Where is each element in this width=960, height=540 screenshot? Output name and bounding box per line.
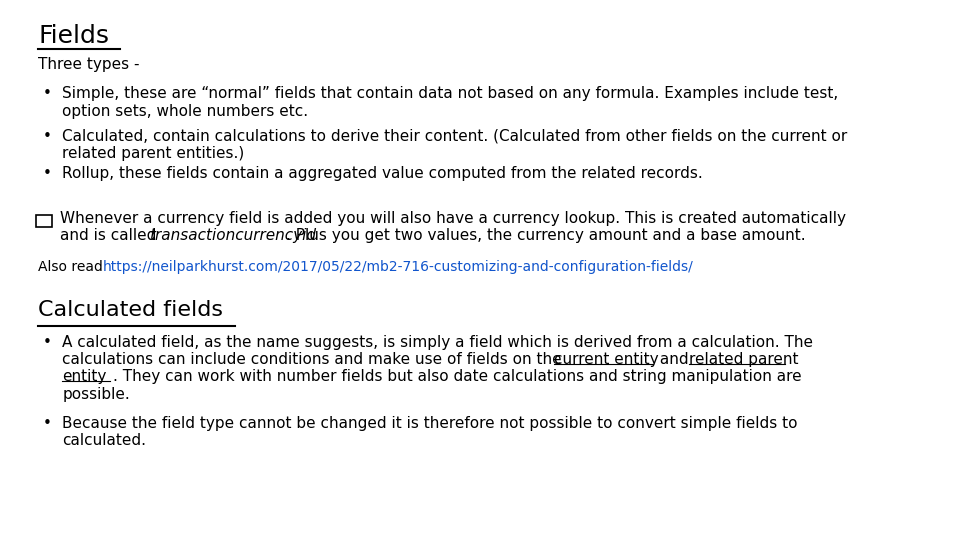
Text: entity: entity: [62, 369, 107, 384]
Text: •: •: [43, 129, 52, 144]
Text: Simple, these are “normal” fields that contain data not based on any formula. Ex: Simple, these are “normal” fields that c…: [62, 86, 839, 119]
Text: and is called: and is called: [60, 228, 160, 243]
Text: A calculated field, as the name suggests, is simply a field which is derived fro: A calculated field, as the name suggests…: [62, 335, 813, 350]
Text: Because the field type cannot be changed it is therefore not possible to convert: Because the field type cannot be changed…: [62, 416, 798, 448]
Text: transactioncurrencyid: transactioncurrencyid: [149, 228, 316, 243]
Text: calculations can include conditions and make use of fields on the: calculations can include conditions and …: [62, 352, 567, 367]
Text: current entity: current entity: [554, 352, 659, 367]
Text: possible.: possible.: [62, 387, 131, 402]
Text: related parent: related parent: [689, 352, 799, 367]
Text: Calculated fields: Calculated fields: [38, 300, 224, 320]
Text: and: and: [655, 352, 693, 367]
Text: Fields: Fields: [38, 24, 109, 48]
Text: •: •: [43, 86, 52, 102]
Text: Rollup, these fields contain a aggregated value computed from the related record: Rollup, these fields contain a aggregate…: [62, 166, 703, 181]
Text: Three types -: Three types -: [38, 57, 140, 72]
Text: . They can work with number fields but also date calculations and string manipul: . They can work with number fields but a…: [113, 369, 802, 384]
Text: Whenever a currency field is added you will also have a currency lookup. This is: Whenever a currency field is added you w…: [60, 211, 846, 226]
Text: Also read: Also read: [38, 260, 108, 274]
Text: •: •: [43, 416, 52, 431]
Bar: [36, 215, 52, 227]
Text: Calculated, contain calculations to derive their content. (Calculated from other: Calculated, contain calculations to deri…: [62, 129, 848, 161]
Text: •: •: [43, 166, 52, 181]
Text: •: •: [43, 335, 52, 350]
Text: https://neilparkhurst.com/2017/05/22/mb2-716-customizing-and-configuration-field: https://neilparkhurst.com/2017/05/22/mb2…: [103, 260, 693, 274]
Text: . Plus you get two values, the currency amount and a base amount.: . Plus you get two values, the currency …: [286, 228, 805, 243]
